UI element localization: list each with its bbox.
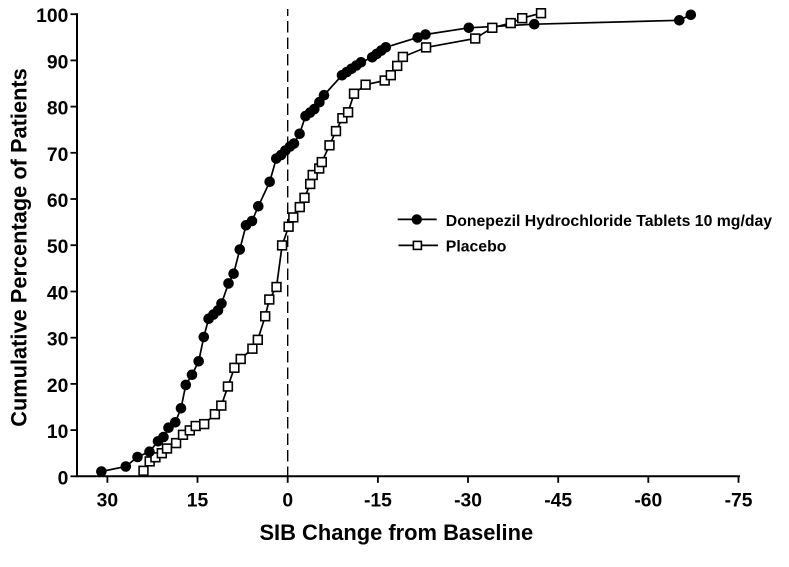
svg-text:20: 20 [47,376,68,397]
svg-text:30: 30 [97,491,118,512]
svg-text:-15: -15 [364,491,392,512]
svg-text:Donepezil Hydrochloride Tablet: Donepezil Hydrochloride Tablets 10 mg/da… [446,213,772,230]
svg-text:90: 90 [47,52,68,73]
svg-text:80: 80 [47,99,68,120]
svg-text:0: 0 [282,491,293,512]
svg-text:10: 10 [47,422,68,443]
svg-text:60: 60 [47,191,68,212]
svg-text:0: 0 [58,468,69,489]
svg-text:15: 15 [187,491,209,512]
svg-text:SIB Change from Baseline: SIB Change from Baseline [259,520,533,545]
svg-text:-45: -45 [544,491,572,512]
svg-text:Cumulative Percentage of Patie: Cumulative Percentage of Patients [7,68,32,427]
svg-text:40: 40 [47,284,68,305]
svg-text:70: 70 [47,145,68,166]
svg-text:-75: -75 [725,491,753,512]
svg-text:30: 30 [47,330,68,351]
svg-text:50: 50 [47,237,68,258]
svg-text:-30: -30 [454,491,482,512]
svg-text:100: 100 [36,6,68,27]
svg-text:Placebo: Placebo [446,239,507,256]
svg-text:-60: -60 [634,491,662,512]
